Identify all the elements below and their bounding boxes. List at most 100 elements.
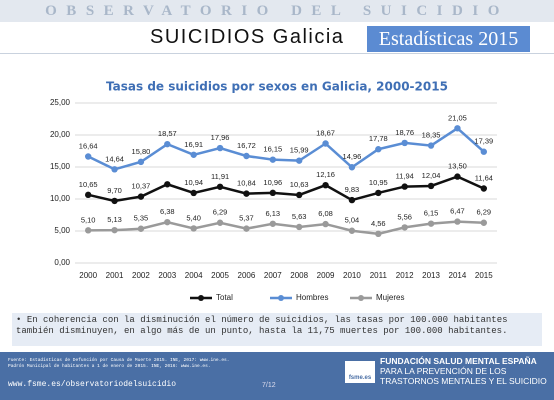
title: SUICIDIOS Galicia bbox=[150, 26, 345, 48]
point bbox=[375, 189, 382, 197]
x-tick-label: 2015 bbox=[475, 271, 493, 280]
source: Fuente: Estadísticas de Defunción por Ca… bbox=[8, 358, 229, 370]
data-label: 18,35 bbox=[422, 131, 441, 140]
series-line bbox=[87, 175, 485, 203]
point bbox=[243, 190, 250, 197]
chart: Tasas de suicidios por sexos en Galicia,… bbox=[50, 80, 497, 302]
data-label: 14,96 bbox=[343, 152, 362, 161]
data-label: 16,91 bbox=[184, 140, 203, 149]
data-label: 15,80 bbox=[132, 147, 151, 156]
org-line: FUNDACIÓN SALUD MENTAL ESPAÑA bbox=[380, 356, 537, 366]
point bbox=[111, 226, 118, 234]
x-tick-label: 2009 bbox=[317, 271, 335, 280]
data-label: 4,56 bbox=[371, 219, 386, 228]
point bbox=[190, 151, 197, 158]
x-tick-label: 2002 bbox=[132, 271, 150, 280]
point bbox=[454, 173, 461, 180]
data-label: 11,94 bbox=[396, 172, 414, 181]
data-label: 6,29 bbox=[213, 208, 228, 217]
data-label: 17,78 bbox=[369, 134, 388, 143]
legend-marker bbox=[198, 295, 204, 301]
point bbox=[348, 164, 356, 171]
data-label: 10,96 bbox=[263, 178, 282, 187]
point bbox=[401, 183, 408, 190]
legend-marker bbox=[278, 295, 284, 301]
y-tick-label: 0,00 bbox=[54, 258, 70, 267]
data-label: 10,84 bbox=[237, 179, 256, 188]
data-label: 11,64 bbox=[475, 173, 493, 182]
y-tick-label: 20,00 bbox=[50, 130, 71, 139]
point bbox=[243, 152, 250, 160]
x-tick-label: 2013 bbox=[422, 271, 440, 280]
data-label: 10,63 bbox=[290, 180, 309, 189]
data-label: 5,40 bbox=[186, 213, 201, 222]
point bbox=[401, 139, 408, 147]
point bbox=[454, 125, 461, 132]
x-tick-label: 2011 bbox=[370, 271, 388, 280]
point bbox=[427, 220, 435, 227]
point bbox=[137, 193, 145, 200]
point bbox=[480, 219, 488, 226]
data-label: 5,56 bbox=[397, 212, 412, 221]
bullet-text: En coherencia con la disminución el núme… bbox=[16, 315, 508, 336]
data-label: 12,16 bbox=[316, 170, 335, 179]
data-label: 16,72 bbox=[237, 141, 256, 150]
source-line: Fuente: Estadísticas de Defunción por Ca… bbox=[8, 358, 230, 363]
data-label: 6,38 bbox=[160, 207, 175, 216]
point bbox=[216, 183, 224, 190]
data-label: 18,76 bbox=[395, 128, 414, 137]
point bbox=[322, 181, 329, 189]
data-label: 10,65 bbox=[79, 180, 98, 189]
point bbox=[322, 140, 329, 147]
data-label: 15,99 bbox=[290, 146, 309, 155]
point bbox=[137, 225, 145, 232]
url[interactable]: www.fsme.es/observatoriodelsuicidio bbox=[8, 380, 177, 389]
data-label: 11,91 bbox=[211, 172, 229, 181]
bullet: • En coherencia con la disminución el nú… bbox=[12, 313, 542, 346]
point bbox=[295, 191, 303, 199]
point bbox=[216, 219, 224, 226]
data-label: 13,50 bbox=[448, 162, 467, 171]
data-label: 6,15 bbox=[424, 209, 439, 218]
data-label: 16,15 bbox=[263, 145, 282, 154]
point bbox=[401, 224, 408, 231]
data-label: 18,57 bbox=[158, 129, 177, 138]
legend-label: Hombres bbox=[296, 293, 328, 302]
point bbox=[164, 181, 171, 188]
point bbox=[84, 191, 92, 199]
point bbox=[84, 227, 92, 234]
data-label: 17,96 bbox=[211, 133, 230, 142]
point bbox=[216, 144, 224, 152]
x-tick-label: 2007 bbox=[264, 271, 282, 280]
org-line: PARA LA PREVENCIÓN DE LOS bbox=[380, 366, 507, 376]
legend-label: Total bbox=[216, 293, 233, 302]
y-tick-label: 15,00 bbox=[50, 162, 71, 171]
page-number: 7/12 bbox=[262, 382, 276, 389]
x-tick-label: 2003 bbox=[158, 271, 176, 280]
x-tick-label: 2005 bbox=[211, 271, 229, 280]
x-tick-label: 2014 bbox=[449, 271, 467, 280]
y-tick-label: 25,00 bbox=[50, 98, 71, 107]
point bbox=[427, 142, 435, 149]
y-tick-label: 10,00 bbox=[50, 194, 71, 203]
data-label: 14,64 bbox=[105, 154, 124, 163]
point bbox=[295, 223, 303, 231]
point bbox=[375, 146, 382, 153]
x-tick-label: 2008 bbox=[290, 271, 308, 280]
x-tick-label: 2001 bbox=[106, 271, 124, 280]
org-line: TRASTORNOS MENTALES Y EL SUICIDIO bbox=[380, 376, 547, 386]
data-label: 5,37 bbox=[239, 214, 254, 223]
point bbox=[269, 189, 277, 197]
series-line bbox=[88, 220, 484, 236]
point bbox=[480, 148, 488, 155]
legend-marker bbox=[358, 295, 364, 301]
data-label: 5,35 bbox=[134, 214, 149, 223]
series-line bbox=[87, 126, 485, 171]
x-tick-label: 2004 bbox=[185, 271, 203, 280]
point bbox=[427, 182, 435, 190]
brand: OBSERVATORIO DEL SUICIDIO bbox=[0, 0, 554, 22]
data-label: 10,37 bbox=[132, 182, 151, 191]
data-label: 16,64 bbox=[79, 141, 98, 150]
organization: FUNDACIÓN SALUD MENTAL ESPAÑA PARA LA PRE… bbox=[380, 356, 547, 386]
